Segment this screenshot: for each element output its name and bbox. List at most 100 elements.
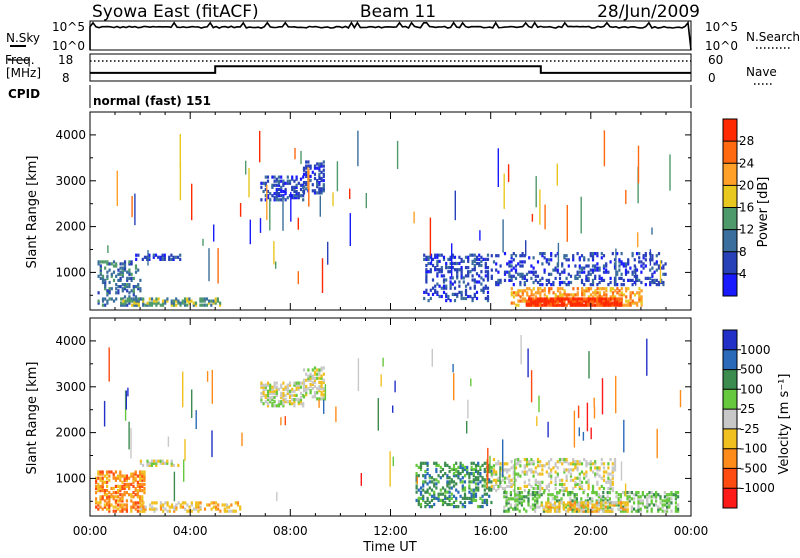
data-cell-5 bbox=[427, 261, 430, 266]
data-cell-7 bbox=[648, 491, 651, 495]
data-cell-4 bbox=[313, 391, 317, 395]
data-cell-7 bbox=[516, 497, 519, 501]
data-cell-4 bbox=[311, 170, 314, 174]
data-cell-3 bbox=[280, 393, 283, 398]
data-cell-1 bbox=[143, 255, 147, 259]
data-cell-3 bbox=[269, 395, 272, 400]
data-cell-3 bbox=[271, 395, 274, 400]
data-cell-7 bbox=[600, 495, 603, 499]
data-cell-2 bbox=[195, 507, 198, 511]
scatter-streak bbox=[625, 189, 627, 205]
data-cell-2 bbox=[142, 299, 145, 303]
data-cell-3 bbox=[299, 177, 303, 181]
data-cell-7 bbox=[594, 289, 597, 293]
data-cell-6 bbox=[624, 264, 628, 268]
data-cell-8 bbox=[556, 505, 559, 509]
data-cell-5 bbox=[479, 496, 482, 500]
data-cell-8 bbox=[565, 509, 568, 513]
data-cell-5 bbox=[483, 469, 486, 474]
data-cell-7 bbox=[606, 507, 609, 511]
data-cell-3 bbox=[277, 187, 281, 192]
data-cell-5 bbox=[468, 490, 471, 494]
data-cell-7 bbox=[584, 499, 587, 503]
data-cell-0 bbox=[125, 476, 128, 480]
data-cell-5 bbox=[450, 502, 453, 507]
data-cell-0 bbox=[132, 291, 135, 295]
scatter-streak bbox=[525, 240, 527, 256]
data-cell-2 bbox=[181, 501, 185, 505]
data-cell-5 bbox=[445, 263, 448, 268]
data-cell-0 bbox=[95, 505, 98, 509]
data-cell-0 bbox=[130, 276, 133, 280]
colorbar-swatch bbox=[723, 389, 737, 410]
data-cell-3 bbox=[295, 194, 298, 198]
data-cell-6 bbox=[539, 486, 542, 491]
data-cell-7 bbox=[619, 493, 622, 497]
data-cell-7 bbox=[596, 295, 599, 299]
data-cell-3 bbox=[264, 395, 267, 400]
data-cell-6 bbox=[598, 266, 601, 270]
data-cell-3 bbox=[302, 404, 305, 408]
data-cell-7 bbox=[571, 499, 574, 503]
data-cell-6 bbox=[514, 270, 518, 274]
data-cell-6 bbox=[532, 270, 535, 274]
data-cell-7 bbox=[629, 291, 632, 295]
data-cell-3 bbox=[280, 400, 283, 404]
data-cell-3 bbox=[264, 198, 267, 202]
data-cell-7 bbox=[646, 505, 649, 509]
data-cell-5 bbox=[456, 292, 459, 296]
data-cell-0 bbox=[134, 266, 138, 270]
y-tick-label: 4000 bbox=[55, 334, 86, 348]
scatter-streak bbox=[208, 248, 210, 282]
data-cell-2 bbox=[197, 501, 200, 505]
data-cell-0 bbox=[130, 507, 133, 511]
y-tick-label: 3000 bbox=[55, 174, 86, 188]
data-cell-7 bbox=[633, 507, 636, 511]
data-cell-7 bbox=[536, 491, 539, 495]
data-cell-6 bbox=[547, 262, 551, 266]
data-cell-3 bbox=[284, 385, 287, 389]
data-cell-0 bbox=[97, 484, 100, 488]
data-cell-8 bbox=[602, 509, 605, 513]
data-cell-7 bbox=[503, 505, 506, 509]
data-cell-3 bbox=[280, 391, 283, 395]
data-cell-6 bbox=[547, 462, 551, 466]
data-cell-7 bbox=[596, 291, 599, 295]
data-cell-3 bbox=[282, 381, 285, 385]
data-cell-3 bbox=[260, 391, 263, 395]
data-cell-8 bbox=[576, 507, 579, 511]
data-cell-7 bbox=[655, 493, 658, 497]
data-cell-5 bbox=[436, 263, 439, 268]
data-cell-8 bbox=[552, 299, 555, 303]
data-cell-0 bbox=[134, 507, 137, 511]
data-cell-7 bbox=[620, 293, 623, 297]
data-cell-0 bbox=[121, 495, 124, 499]
data-cell-5 bbox=[417, 498, 420, 502]
data-cell-6 bbox=[506, 484, 509, 488]
data-cell-3 bbox=[288, 389, 292, 393]
data-cell-3 bbox=[297, 196, 300, 200]
data-cell-0 bbox=[119, 285, 122, 289]
data-cell-6 bbox=[554, 266, 557, 270]
data-cell-8 bbox=[626, 501, 629, 505]
data-cell-5 bbox=[474, 486, 478, 490]
data-cell-7 bbox=[538, 493, 541, 497]
data-cell-0 bbox=[139, 287, 142, 291]
data-cell-6 bbox=[638, 278, 641, 282]
data-cell-5 bbox=[436, 290, 439, 294]
data-cell-7 bbox=[556, 491, 559, 495]
data-cell-4 bbox=[302, 168, 306, 172]
data-cell-7 bbox=[600, 497, 603, 501]
data-cell-6 bbox=[528, 482, 531, 486]
data-cell-2 bbox=[175, 299, 178, 303]
data-cell-7 bbox=[534, 503, 537, 507]
data-cell-6 bbox=[578, 256, 581, 260]
data-cell-5 bbox=[472, 478, 475, 482]
data-cell-0 bbox=[141, 495, 144, 499]
data-cell-0 bbox=[125, 499, 128, 503]
data-cell-6 bbox=[578, 478, 581, 482]
data-cell-7 bbox=[625, 303, 628, 307]
data-cell-6 bbox=[613, 266, 617, 270]
data-cell-5 bbox=[452, 474, 456, 478]
data-cell-7 bbox=[636, 301, 639, 305]
